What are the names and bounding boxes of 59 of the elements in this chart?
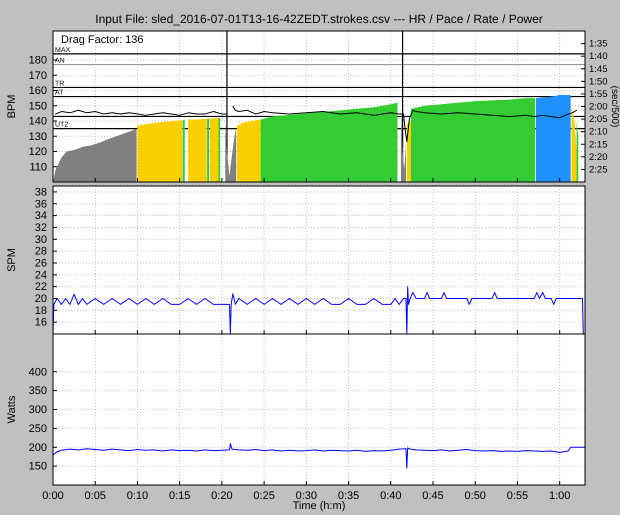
- x-tick-label: 0:30: [296, 490, 318, 502]
- y-tick-label: 300: [28, 404, 47, 416]
- y-tick-label: 120: [28, 146, 47, 158]
- y-tick-label: 180: [28, 54, 47, 66]
- y2-tick-label: 1:55: [589, 88, 608, 100]
- x-tick-label: 0:45: [422, 490, 444, 502]
- y-tick-label: 250: [28, 422, 47, 435]
- y-tick-label: 200: [28, 442, 47, 454]
- y2-tick-label: 1:45: [589, 64, 608, 75]
- y2-tick-label: 2:10: [589, 126, 608, 138]
- y-axis-title: BPM: [6, 94, 18, 118]
- y-tick-label: 130: [28, 130, 47, 143]
- y-tick-label: 400: [28, 366, 47, 378]
- y-tick-label: 38: [34, 186, 47, 198]
- y-axis-title: Watts: [6, 395, 18, 424]
- y-tick-label: 160: [28, 85, 47, 98]
- y2-tick-label: 2:25: [589, 164, 608, 176]
- y-tick-label: 34: [34, 210, 47, 222]
- y2-tick-label: 1:50: [589, 76, 608, 88]
- x-tick-label: 1:00: [548, 490, 570, 502]
- x-tick-label: 0:55: [506, 490, 528, 502]
- y-tick-label: 20: [34, 293, 47, 305]
- x-tick-label: 0:40: [380, 490, 402, 502]
- annotation: Drag Factor: 136: [61, 34, 144, 46]
- y-tick-label: 36: [34, 198, 47, 210]
- y2-tick-label: 1:40: [589, 51, 608, 62]
- y2-tick-label: 2:15: [589, 139, 608, 150]
- x-tick-label: 0:00: [42, 490, 64, 502]
- x-tick-label: 0:35: [338, 490, 360, 502]
- y-tick-label: 26: [34, 257, 47, 270]
- y-tick-label: 22: [34, 281, 47, 294]
- x-tick-label: 0:05: [84, 490, 106, 502]
- chart-title: Input File: sled_2016-07-01T13-16-42ZEDT.strokes.csv --- HR / Pace / Rate / Power: [95, 12, 543, 26]
- line-series: [52, 442, 586, 469]
- x-tick-label: 0:10: [126, 490, 148, 502]
- y-axis-title: SPM: [6, 248, 18, 272]
- y2-tick-label: 1:35: [589, 38, 608, 50]
- y-tick-label: 110: [29, 161, 47, 174]
- y-tick-label: 150: [28, 100, 47, 112]
- y-tick-label: 140: [28, 116, 47, 128]
- y-tick-label: 18: [34, 304, 47, 317]
- line-series: [52, 286, 584, 334]
- y-tick-label: 170: [28, 70, 47, 82]
- x-tick-label: 0:20: [211, 490, 233, 502]
- y2-tick-label: 2:00: [589, 102, 608, 113]
- y-tick-label: 350: [28, 385, 47, 398]
- y-tick-label: 28: [34, 246, 47, 258]
- x-tick-label: 0:15: [168, 490, 190, 502]
- y-tick-label: 24: [34, 269, 47, 282]
- y2-tick-label: 2:20: [589, 152, 608, 163]
- y2-axis-title: (sec/500): [609, 86, 620, 128]
- x-tick-label: 0:25: [253, 490, 275, 502]
- y-tick-label: 150: [28, 460, 47, 473]
- x-tick-label: 0:50: [464, 490, 486, 502]
- y-tick-label: 30: [34, 234, 47, 246]
- y-tick-label: 16: [34, 316, 47, 329]
- y2-tick-label: 2:05: [589, 114, 608, 126]
- y-tick-label: 32: [34, 222, 47, 234]
- x-axis-title: Time (h:m): [292, 500, 346, 512]
